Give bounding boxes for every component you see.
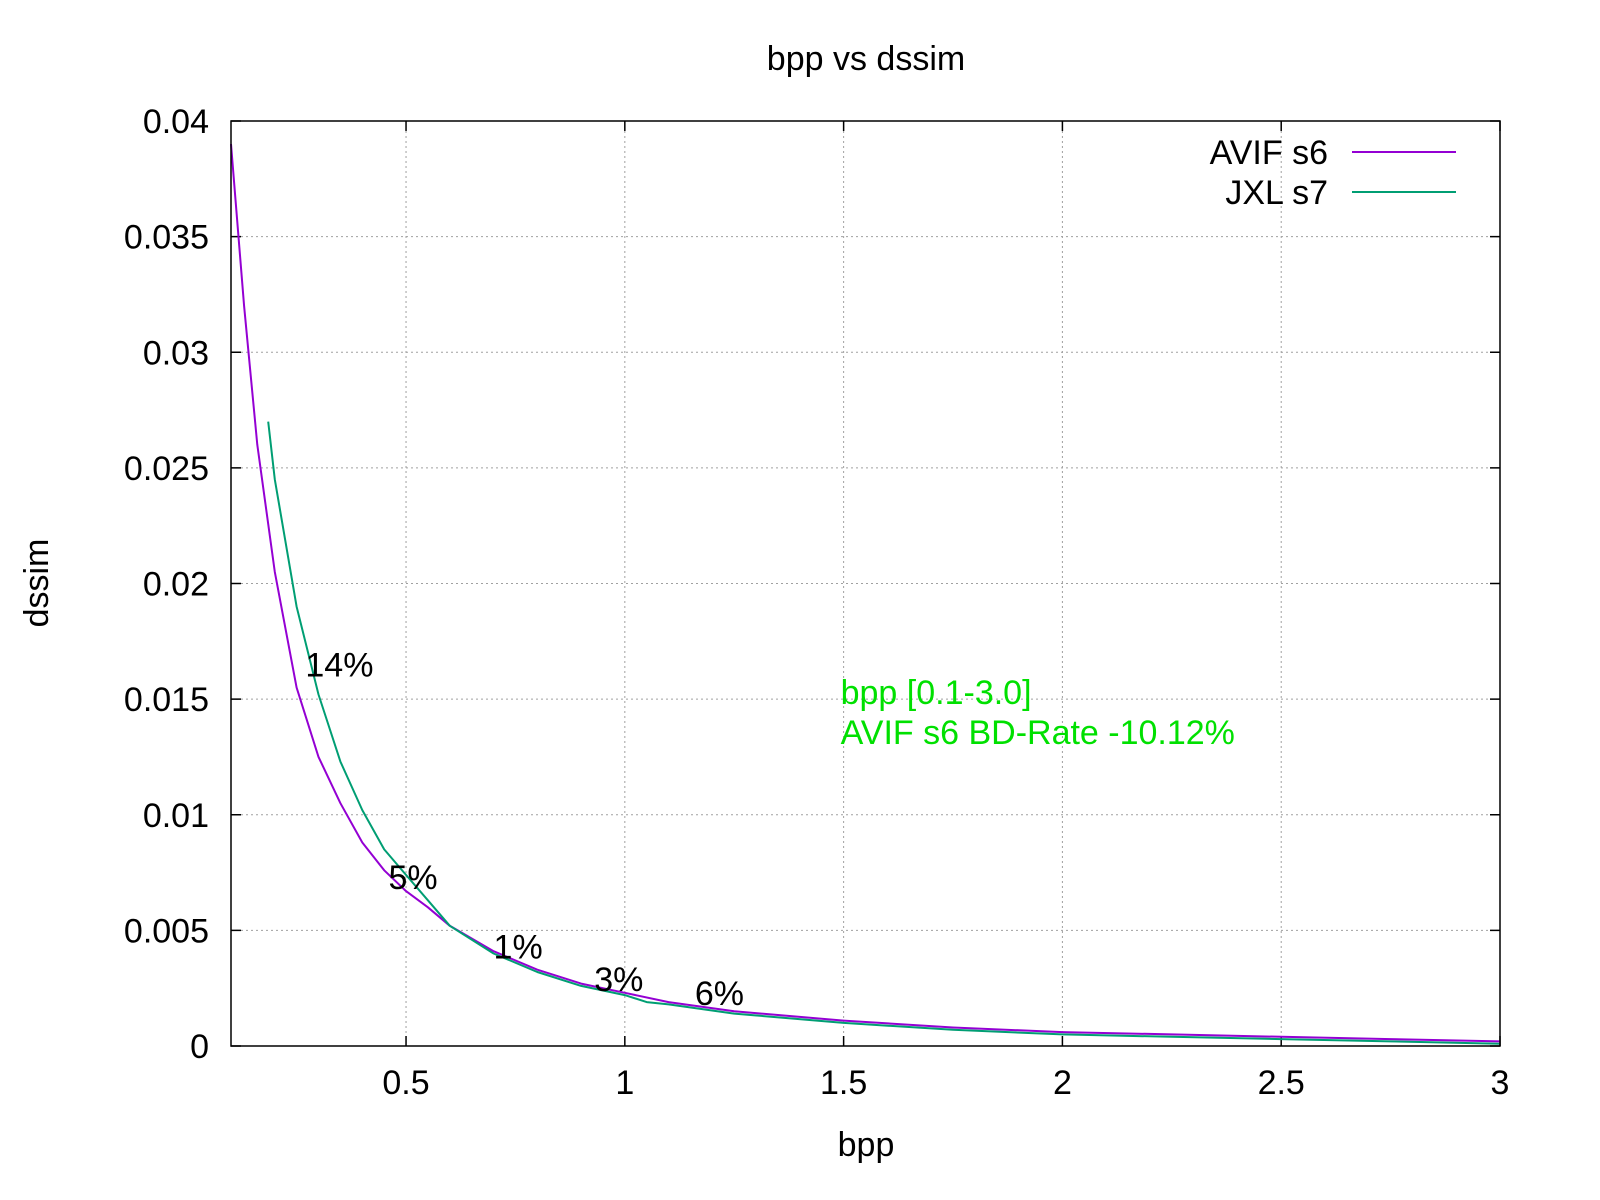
y-tick-label: 0.01: [143, 797, 209, 835]
y-tick-label: 0.015: [124, 681, 209, 719]
y-axis-label: dssim: [18, 539, 56, 628]
bd-percent-label: 3%: [594, 961, 643, 999]
y-tick-label: 0.03: [143, 334, 209, 372]
bd-percent-label: 5%: [389, 859, 438, 897]
y-tick-label: 0.04: [143, 103, 209, 141]
plot-frame: [230, 120, 1501, 1047]
annotations: 14% 5% 1% 3% 6%: [305, 646, 744, 1012]
bd-rate-range-text: bpp [0.1-3.0]: [841, 674, 1032, 712]
x-tick-label: 0.5: [382, 1064, 429, 1102]
bd-rate-annotation: bpp [0.1-3.0] AVIF s6 BD-Rate -10.12%: [841, 674, 1235, 752]
x-tick-label: 2: [1053, 1064, 1072, 1102]
x-tick-label: 3: [1491, 1064, 1510, 1102]
x-axis-label: bpp: [838, 1126, 895, 1164]
x-tick-label: 1: [615, 1064, 634, 1102]
bd-rate-value-text: AVIF s6 BD-Rate -10.12%: [841, 714, 1235, 752]
y-tick-label: 0.005: [124, 912, 209, 950]
y-tick-label: 0.025: [124, 450, 209, 488]
series-line-jxl-s7: [267, 421, 1501, 1045]
bd-percent-label: 1%: [494, 929, 543, 967]
axis-ticks: 0.5 1 1.5 2 2.5 3 0 0.005 0.01 0.015 0.02 0.025 0.03…: [124, 103, 1510, 1102]
y-tick-label: 0: [190, 1028, 209, 1066]
legend-label: JXL s7: [1225, 174, 1328, 212]
x-tick-label: 2.5: [1258, 1064, 1305, 1102]
series-line-avif-s6: [230, 144, 1501, 1043]
legend-label: AVIF s6: [1210, 134, 1328, 172]
y-tick-label: 0.035: [124, 219, 209, 257]
bd-percent-label: 6%: [695, 975, 744, 1013]
chart-title: bpp vs dssim: [767, 40, 965, 78]
y-tick-label: 0.02: [143, 566, 209, 604]
bd-percent-label: 14%: [305, 646, 373, 684]
series-lines: [230, 144, 1501, 1045]
x-tick-label: 1.5: [820, 1064, 867, 1102]
